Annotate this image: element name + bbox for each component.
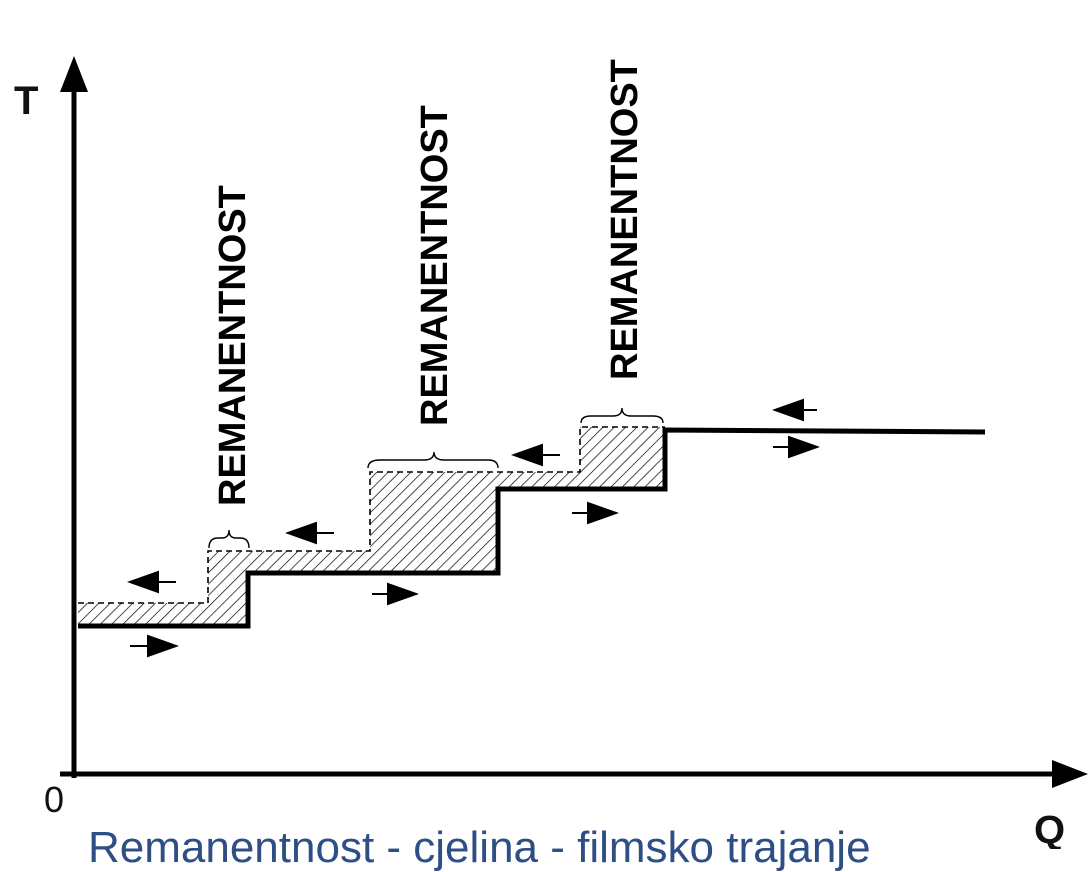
left-arrow-icon [772,398,817,422]
right-arrow-icon [372,582,419,606]
increasing-path-solid [78,427,986,629]
remanence-label-3: REMANENTNOST [604,59,646,380]
caption-title: Remanentnost - cjelina - filmsko trajanj… [88,823,871,872]
remanence-label-2: REMANENTNOST [414,105,456,426]
x-axis-arrow [1052,760,1088,788]
y-axis-arrow [60,56,88,92]
remanence-diagram: T Q 0 REMANENTNOST REMANENTNOST REMANENT… [14,56,1088,849]
right-arrow-icon [130,634,179,658]
y-axis-label: T [14,79,38,123]
right-arrow-icon [773,435,820,459]
axes [60,56,1088,788]
left-arrow-icon [285,521,334,545]
hatched-regions [78,427,665,626]
x-axis-label: Q [1034,808,1065,849]
left-arrow-icon [127,570,176,594]
left-arrow-icon [511,443,560,467]
hatched-region-2 [208,472,498,573]
hatched-region-1 [78,551,248,626]
brace-1 [208,529,250,549]
brace-2 [367,451,499,469]
left-arrows [127,398,817,594]
hatched-region-3 [498,427,665,489]
right-arrows [130,435,820,658]
remanence-label-1: REMANENTNOST [212,185,254,506]
decreasing-path-dashed [78,426,665,604]
braces [208,407,664,549]
right-arrow-icon [572,501,619,525]
brace-3 [580,407,664,424]
origin-label: 0 [44,779,64,820]
